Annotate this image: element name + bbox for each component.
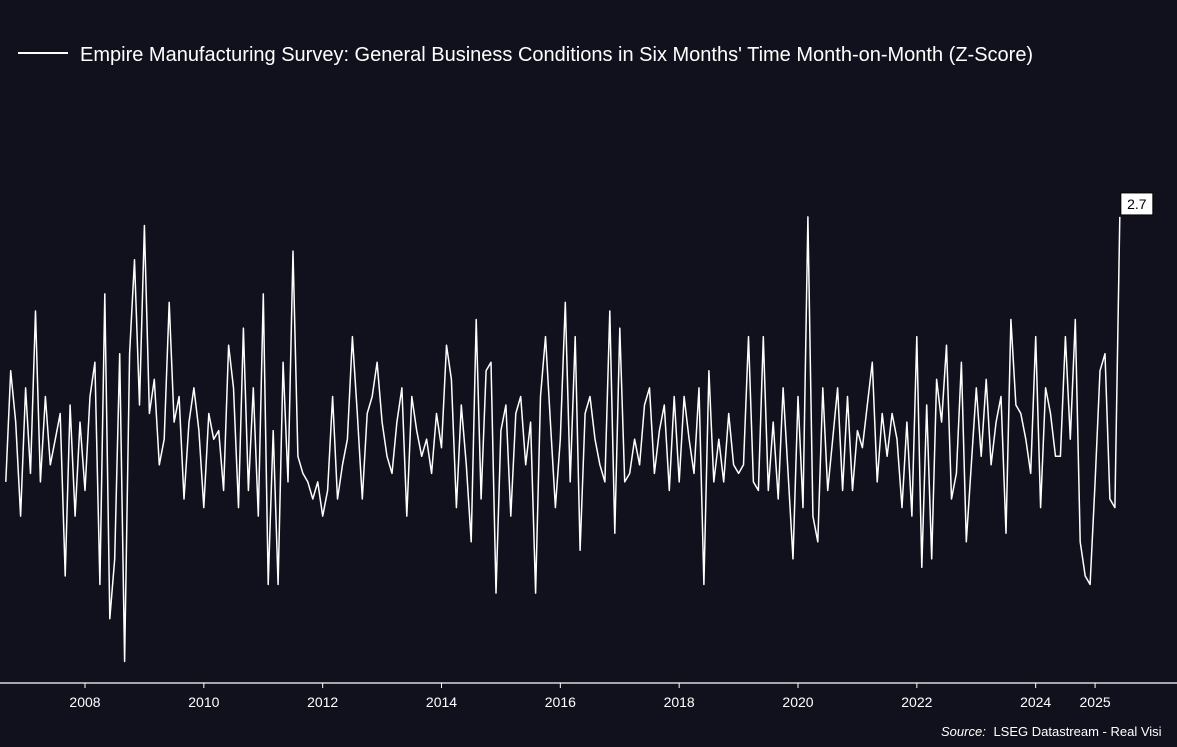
x-tick-label: 2025 [1080,694,1111,710]
x-tick-label: 2012 [307,694,338,710]
x-tick-label: 2014 [426,694,457,710]
x-tick-label: 2020 [782,694,813,710]
series-line [5,216,1121,663]
x-tick-label: 2016 [545,694,576,710]
source-note: Source: LSEG Datastream - Real Visi [941,724,1162,739]
last-value-box [1120,192,1154,216]
last-value-label: 2.7 [1127,196,1147,212]
last-value-callout: 2.7 [1120,192,1154,216]
x-axis: 2008 2010 2012 2014 2016 2018 2020 2022 2024 2025 [0,682,1177,710]
x-tick-label: 2008 [69,694,100,710]
source-prefix: Source: [941,724,986,739]
source-line: Source: LSEG Datastream - Real Visi [941,724,1162,739]
x-tick-label: 2022 [901,694,932,710]
legend-label: Empire Manufacturing Survey: General Bus… [80,44,1033,66]
series-layer [5,216,1121,663]
x-tick-label: 2010 [188,694,219,710]
x-tick-label: 2024 [1020,694,1051,710]
legend: Empire Manufacturing Survey: General Bus… [18,44,1033,66]
source-text: LSEG Datastream - Real Visi [993,724,1161,739]
x-tick-label: 2018 [664,694,695,710]
